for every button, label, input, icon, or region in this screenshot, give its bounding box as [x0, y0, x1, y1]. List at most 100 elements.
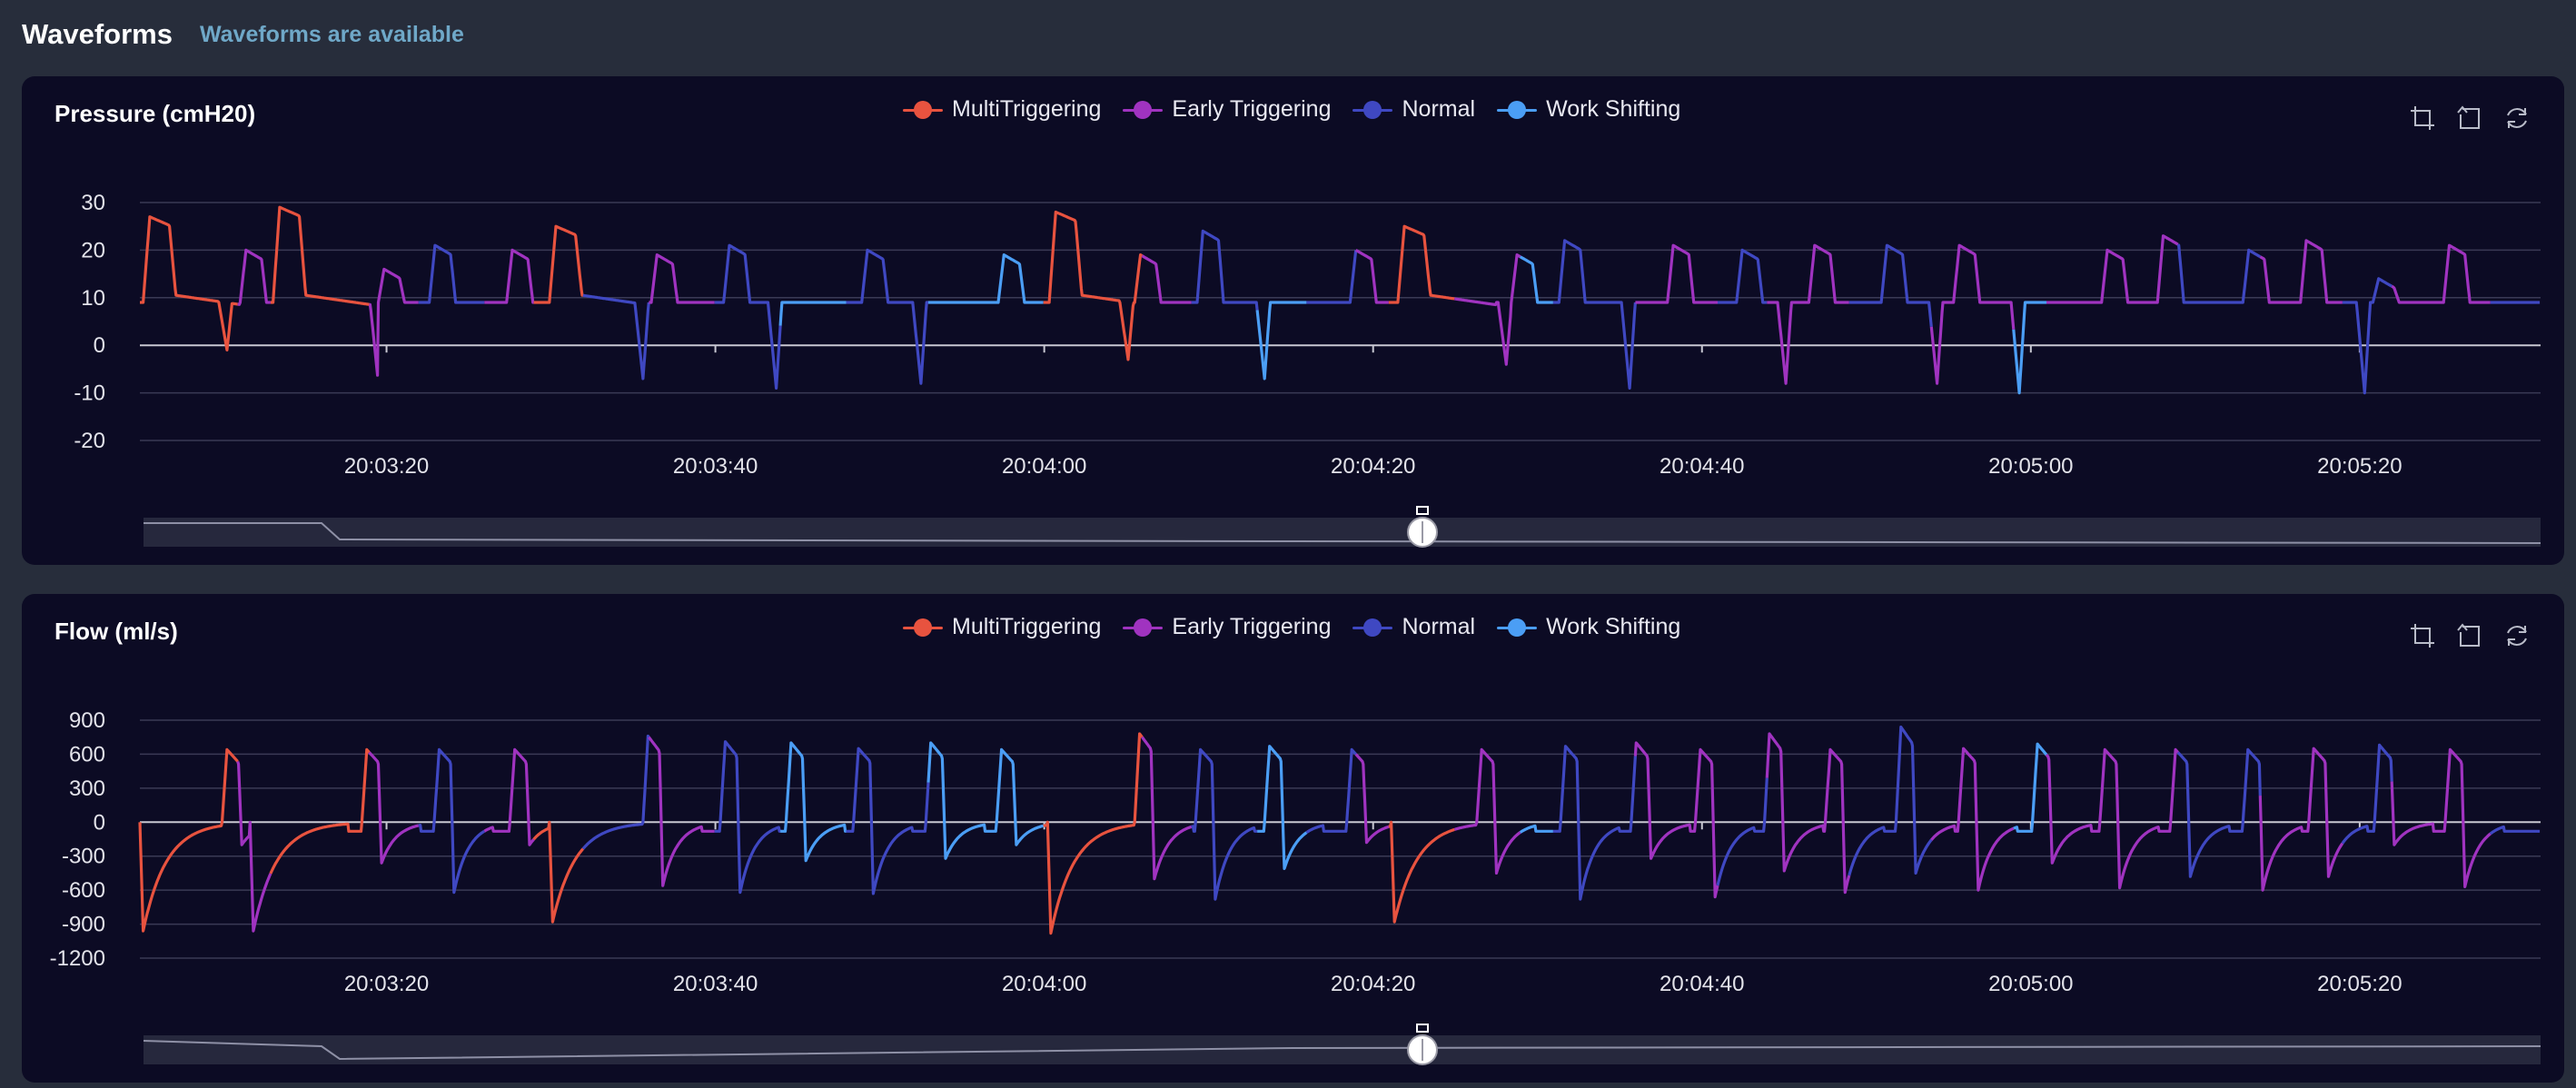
- flow-chart[interactable]: 900 600 300 0 -300 -600 -900 -1200 20:03:20 20:03…: [22, 594, 2564, 1083]
- series-line: [1519, 824, 1554, 834]
- series-line: [2391, 243, 2492, 304]
- series-line: [778, 301, 847, 326]
- legend-item-work-shifting[interactable]: Work Shifting: [1497, 614, 1680, 640]
- series-line: [270, 205, 371, 306]
- series-line: [1354, 753, 1390, 845]
- x-tick-label: 20:05:20: [2317, 454, 2402, 479]
- series-line: [1043, 732, 1144, 935]
- series-line: [2341, 743, 2393, 845]
- series-lines: [139, 205, 2541, 395]
- series-line: [418, 747, 486, 895]
- x-tick-label: 20:04:40: [1660, 454, 1744, 479]
- series-line: [1717, 248, 1768, 304]
- y-tick-label: 0: [94, 810, 105, 835]
- x-tick-label: 20:03:40: [673, 972, 758, 996]
- y-tick-label: 600: [69, 742, 105, 767]
- series-line: [1552, 745, 1637, 901]
- series-line: [648, 253, 716, 304]
- legend-item-early-triggering[interactable]: Early Triggering: [1123, 96, 1331, 123]
- slider-handle[interactable]: [1407, 1024, 1438, 1065]
- series-line: [483, 747, 535, 846]
- series-line: [1305, 250, 1358, 304]
- legend-item-early-triggering[interactable]: Early Triggering: [1123, 614, 1331, 640]
- series-line: [581, 734, 650, 850]
- x-tick-label: 20:05:20: [2317, 972, 2402, 996]
- series-line: [714, 243, 782, 390]
- series-line: [269, 747, 371, 875]
- pressure-chart-panel: Pressure (cmH20) MultiTriggering Early Tr…: [22, 76, 2564, 565]
- series-line: [237, 248, 272, 306]
- series-line: [1191, 747, 1258, 901]
- series-line: [1256, 745, 1308, 870]
- series-line: [532, 820, 585, 924]
- y-tick-label: -10: [74, 381, 105, 406]
- legend-item-normal[interactable]: Normal: [1352, 96, 1475, 123]
- legend-item-multitriggering[interactable]: MultiTriggering: [903, 614, 1101, 640]
- legend-swatch-icon: [903, 100, 943, 119]
- zoom-reset-icon[interactable]: [2455, 621, 2484, 650]
- series-line: [1765, 732, 1851, 895]
- series-line: [368, 751, 420, 865]
- series-line: [1141, 254, 1193, 304]
- series-line: [1848, 725, 1933, 876]
- data-zoom-slider[interactable]: [143, 1024, 2541, 1065]
- slider-overview-line: [144, 522, 2541, 544]
- series-line: [779, 741, 847, 863]
- y-tick-label: 30: [81, 191, 105, 215]
- series-line: [2489, 825, 2541, 836]
- legend-swatch-icon: [903, 618, 943, 637]
- pressure-chart[interactable]: 30 20 10 0 -10 -20 20:03:20 20:03:40 20:04:00 20:…: [22, 76, 2564, 565]
- restore-icon[interactable]: [2502, 104, 2531, 133]
- x-tick-label: 20:04:40: [1660, 972, 1744, 996]
- series-lines: [138, 725, 2541, 935]
- slider-handle-marker: [1416, 506, 1429, 515]
- x-tick-label: 20:03:20: [344, 454, 429, 479]
- legend-swatch-icon: [1497, 100, 1538, 119]
- legend-item-multitriggering[interactable]: MultiTriggering: [903, 96, 1101, 123]
- series-line: [2258, 747, 2344, 892]
- y-tick-label: -900: [62, 913, 105, 937]
- series-line: [1930, 747, 2015, 892]
- series-line: [2012, 301, 2047, 395]
- series-line: [1552, 239, 1637, 390]
- series-line: [2342, 277, 2393, 395]
- series-line: [2176, 747, 2262, 878]
- legend-label: MultiTriggering: [952, 96, 1102, 122]
- series-line: [1388, 224, 1455, 304]
- flow-chart-panel: Flow (ml/s) MultiTriggering Early Trigger…: [22, 594, 2564, 1083]
- y-tick-label: -600: [62, 878, 105, 903]
- zoom-icon[interactable]: [2408, 104, 2437, 133]
- grid: 30 20 10 0 -10 -20 20:03:20 20:03:40 20:04:00 20:…: [74, 191, 2541, 479]
- series-line: [1633, 741, 1719, 899]
- zoom-reset-icon[interactable]: [2455, 104, 2484, 133]
- slider-track[interactable]: [144, 1035, 2541, 1064]
- slider-handle[interactable]: [1407, 506, 1438, 548]
- series-line: [1453, 747, 1521, 875]
- legend-swatch-icon: [1497, 618, 1538, 637]
- legend-label: Normal: [1402, 96, 1476, 122]
- series-line: [1929, 243, 2016, 385]
- x-tick-label: 20:04:20: [1331, 972, 1415, 996]
- page-title: Waveforms: [22, 18, 173, 50]
- series-line: [236, 760, 272, 933]
- legend-swatch-icon: [1352, 100, 1393, 119]
- data-zoom-slider[interactable]: [144, 506, 2541, 548]
- legend-item-work-shifting[interactable]: Work Shifting: [1497, 96, 1680, 123]
- legend-item-normal[interactable]: Normal: [1352, 614, 1475, 640]
- series-line: [927, 253, 1045, 304]
- series-line: [1043, 210, 1144, 361]
- y-tick-label: 20: [81, 238, 105, 262]
- y-tick-label: 900: [69, 708, 105, 733]
- series-line: [483, 248, 535, 304]
- y-tick-label: 0: [94, 333, 105, 358]
- series-line: [1141, 736, 1193, 881]
- series-line: [1634, 243, 1719, 304]
- chart-title: Pressure (cmH20): [54, 100, 256, 127]
- series-line: [532, 224, 584, 304]
- zoom-icon[interactable]: [2408, 621, 2437, 650]
- restore-icon[interactable]: [2502, 621, 2531, 650]
- chart-legend: MultiTriggering Early Triggering Normal Wor…: [903, 96, 1680, 123]
- series-line: [1191, 229, 1259, 311]
- x-tick-label: 20:04:00: [1002, 454, 1086, 479]
- y-tick-label: -300: [62, 845, 105, 869]
